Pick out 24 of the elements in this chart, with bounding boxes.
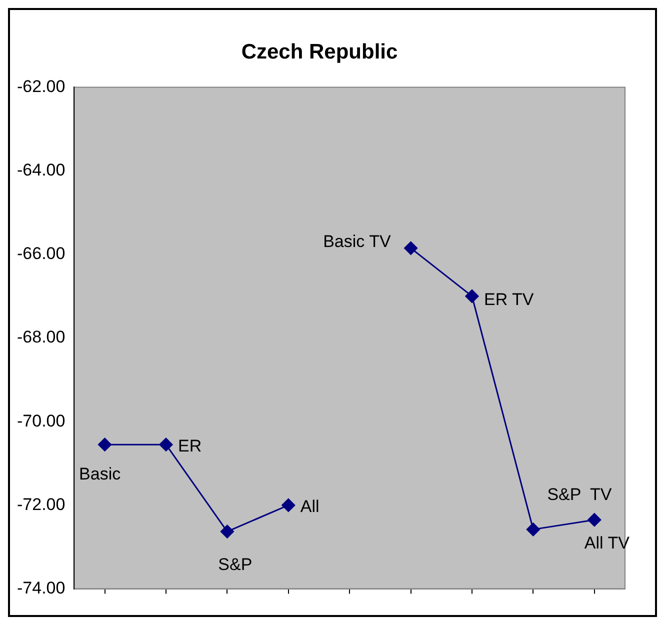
data-label: Basic bbox=[79, 464, 122, 484]
y-tick-label: -70.00 bbox=[17, 411, 66, 430]
data-label: All bbox=[300, 496, 320, 516]
point bbox=[159, 438, 173, 452]
chart-title: Czech Republic bbox=[241, 40, 398, 64]
point bbox=[98, 438, 112, 452]
y-tick-label: -62.00 bbox=[17, 76, 66, 96]
data-label: S&P bbox=[218, 555, 252, 574]
y-tick-label: -74.00 bbox=[17, 578, 66, 598]
y-tick-label: -66.00 bbox=[17, 244, 66, 264]
point bbox=[282, 498, 296, 512]
data-label: ER TV bbox=[484, 290, 534, 309]
y-tick-label: -72.00 bbox=[17, 494, 66, 514]
data-label: Basic TV bbox=[323, 232, 392, 251]
y-tick-label: -64.00 bbox=[17, 160, 66, 180]
point bbox=[220, 524, 234, 538]
point bbox=[465, 289, 479, 303]
data-label: S&P TV bbox=[547, 485, 612, 504]
point bbox=[526, 522, 540, 536]
point bbox=[404, 241, 418, 255]
data-label: All TV bbox=[584, 534, 630, 553]
point bbox=[588, 513, 602, 527]
data-label: ER bbox=[178, 436, 202, 456]
y-tick-label: -68.00 bbox=[17, 328, 66, 347]
